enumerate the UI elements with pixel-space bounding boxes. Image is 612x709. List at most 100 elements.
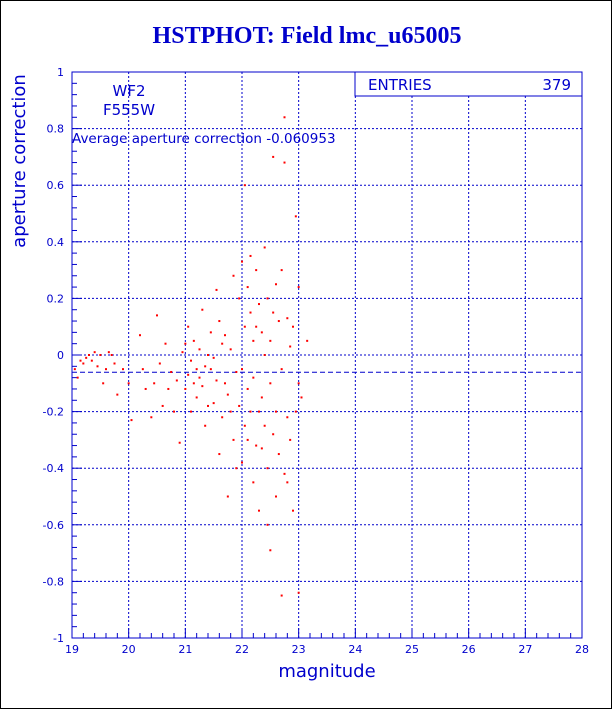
data-point	[178, 441, 181, 444]
data-point	[286, 481, 289, 484]
data-point	[139, 334, 141, 337]
data-point	[232, 438, 235, 441]
data-point	[289, 345, 292, 348]
data-point	[204, 365, 207, 368]
y-tick-label: 0.6	[47, 179, 65, 192]
data-point	[207, 354, 209, 356]
data-point	[175, 379, 178, 382]
data-point	[82, 362, 85, 365]
data-point	[241, 461, 243, 464]
x-tick-label: 20	[122, 643, 136, 656]
data-point	[241, 260, 243, 263]
data-point	[221, 416, 224, 419]
y-tick-label: -0.6	[43, 519, 64, 532]
data-point	[269, 382, 272, 385]
data-point	[224, 382, 226, 385]
data-point	[258, 410, 260, 413]
data-point	[280, 594, 283, 597]
data-point	[246, 438, 249, 441]
stats-value: 379	[542, 76, 571, 94]
data-point	[286, 317, 289, 320]
data-point	[260, 447, 263, 450]
data-point	[249, 410, 252, 413]
x-axis-label: magnitude	[278, 661, 375, 682]
data-point	[224, 334, 226, 337]
data-point	[226, 495, 229, 498]
data-point	[150, 416, 153, 419]
y-tick-label: 0	[57, 349, 64, 362]
data-point	[116, 393, 119, 396]
data-point	[241, 368, 243, 371]
data-point	[289, 438, 292, 441]
data-point	[201, 308, 204, 311]
data-point	[255, 444, 258, 447]
chart-title: HSTPHOT: Field lmc_u65005	[152, 23, 462, 49]
data-point	[260, 396, 263, 399]
x-tick-label: 24	[348, 643, 362, 656]
data-point	[99, 354, 102, 356]
data-point	[292, 325, 294, 328]
data-point	[79, 359, 82, 362]
data-point	[184, 387, 187, 390]
data-point	[294, 410, 297, 413]
x-tick-label: 25	[405, 643, 419, 656]
data-point	[218, 453, 221, 456]
data-point	[144, 387, 147, 390]
data-point	[243, 424, 246, 427]
data-point	[195, 396, 198, 399]
data-point	[252, 481, 255, 484]
data-point	[283, 472, 286, 475]
data-point	[243, 325, 246, 328]
data-point	[286, 416, 289, 419]
average-correction-label: Average aperture correction -0.060953	[72, 131, 336, 147]
data-point	[187, 373, 190, 376]
data-point	[275, 410, 277, 413]
data-point	[192, 382, 195, 385]
data-point	[201, 385, 204, 388]
data-point	[113, 362, 116, 365]
data-point	[235, 370, 238, 373]
data-point	[252, 376, 255, 379]
data-point	[161, 404, 164, 407]
data-point	[272, 311, 275, 314]
data-point	[110, 354, 113, 356]
data-point	[207, 404, 209, 407]
x-tick-label: 21	[178, 643, 192, 656]
data-point	[263, 246, 266, 249]
data-point	[190, 410, 192, 413]
data-point	[266, 297, 269, 300]
data-point	[212, 402, 215, 405]
data-point	[209, 368, 212, 371]
data-point	[249, 254, 252, 257]
x-tick-label: 23	[292, 643, 306, 656]
data-point	[235, 467, 238, 470]
data-point	[300, 396, 303, 399]
data-point	[263, 354, 266, 356]
data-point	[269, 339, 272, 342]
y-tick-label: -0.2	[43, 406, 64, 419]
data-point	[190, 359, 192, 362]
x-tick-label: 22	[235, 643, 249, 656]
data-point	[195, 368, 198, 371]
x-tick-label: 27	[518, 643, 532, 656]
data-point	[258, 509, 260, 512]
data-point	[226, 393, 229, 396]
data-point	[187, 325, 190, 328]
data-point	[292, 509, 294, 512]
data-point	[275, 283, 277, 286]
data-point	[85, 356, 88, 359]
data-point	[297, 286, 300, 289]
data-point	[243, 184, 246, 187]
data-point	[221, 342, 224, 345]
data-point	[269, 549, 272, 552]
data-point	[158, 362, 161, 365]
data-point	[141, 368, 144, 371]
data-point	[122, 368, 124, 371]
y-tick-label: -0.4	[43, 462, 64, 475]
data-point	[170, 370, 173, 373]
data-point	[272, 155, 275, 158]
data-point	[209, 331, 212, 334]
data-point	[212, 356, 215, 359]
